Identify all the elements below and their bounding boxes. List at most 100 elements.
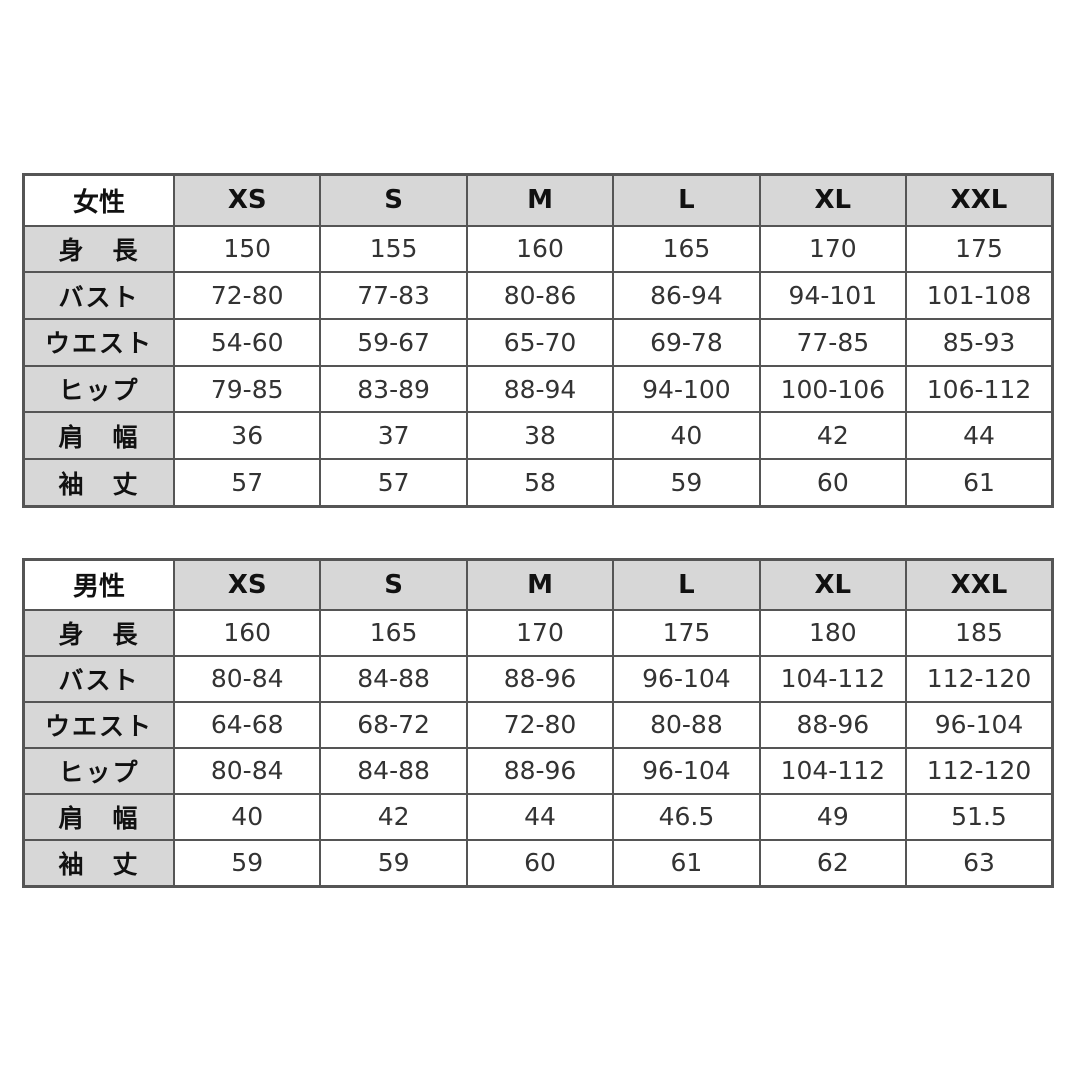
measurement-value: 88-96 bbox=[758, 700, 908, 749]
women-size-table: 女性 XS S M L XL XXL 身 長 150 155 160 165 170 175 バスト 72-8… bbox=[22, 173, 1054, 508]
size-header: XS bbox=[172, 173, 322, 227]
measurement-value: 80-88 bbox=[612, 700, 761, 749]
measurement-value: 170 bbox=[758, 224, 908, 274]
measurement-value: 84-88 bbox=[319, 654, 468, 703]
measurement-value: 59 bbox=[319, 838, 468, 888]
measurement-value: 64-68 bbox=[172, 700, 322, 749]
size-header: M bbox=[465, 173, 615, 227]
gender-label: 女性 bbox=[22, 173, 175, 227]
measurement-value: 42 bbox=[319, 792, 468, 841]
measurement-value: 62 bbox=[758, 838, 908, 888]
table-row: 袖 丈 57 57 58 59 60 61 bbox=[22, 458, 1054, 508]
measurement-value: 160 bbox=[465, 224, 615, 274]
size-header: XL bbox=[758, 173, 908, 227]
measurement-value: 79-85 bbox=[172, 364, 322, 414]
measurement-label: バスト bbox=[22, 654, 175, 703]
measurement-value: 88-96 bbox=[465, 654, 615, 703]
measurement-value: 185 bbox=[905, 608, 1054, 657]
measurement-value: 101-108 bbox=[905, 271, 1054, 320]
measurement-value: 83-89 bbox=[319, 364, 468, 414]
measurement-value: 49 bbox=[758, 792, 908, 841]
measurement-value: 72-80 bbox=[465, 700, 615, 749]
measurement-value: 88-94 bbox=[465, 364, 615, 414]
table-row: ウエスト 54-60 59-67 65-70 69-78 77-85 85-93 bbox=[22, 317, 1054, 367]
measurement-value: 100-106 bbox=[758, 364, 908, 414]
measurement-label: ヒップ bbox=[22, 364, 175, 414]
measurement-value: 46.5 bbox=[612, 792, 761, 841]
table-row: 袖 丈 59 59 60 61 62 63 bbox=[22, 838, 1054, 888]
measurement-value: 170 bbox=[465, 608, 615, 657]
measurement-label: 身 長 bbox=[22, 608, 175, 657]
measurement-value: 37 bbox=[319, 411, 468, 461]
header-row: 女性 XS S M L XL XXL bbox=[22, 173, 1054, 227]
measurement-value: 77-83 bbox=[319, 271, 468, 320]
measurement-value: 54-60 bbox=[172, 317, 322, 367]
measurement-value: 80-84 bbox=[172, 746, 322, 795]
measurement-value: 112-120 bbox=[905, 746, 1054, 795]
measurement-value: 65-70 bbox=[465, 317, 615, 367]
table-row: バスト 72-80 77-83 80-86 86-94 94-101 101-108 bbox=[22, 271, 1054, 320]
measurement-value: 59 bbox=[172, 838, 322, 888]
measurement-label: 袖 丈 bbox=[22, 458, 175, 508]
measurement-value: 175 bbox=[612, 608, 761, 657]
measurement-value: 51.5 bbox=[905, 792, 1054, 841]
table-row: 肩 幅 40 42 44 46.5 49 51.5 bbox=[22, 792, 1054, 841]
size-header: L bbox=[612, 173, 761, 227]
measurement-label: ヒップ bbox=[22, 746, 175, 795]
header-row: 男性 XS S M L XL XXL bbox=[22, 558, 1054, 611]
measurement-value: 88-96 bbox=[465, 746, 615, 795]
measurement-value: 58 bbox=[465, 458, 615, 508]
measurement-value: 150 bbox=[172, 224, 322, 274]
table-row: バスト 80-84 84-88 88-96 96-104 104-112 112-120 bbox=[22, 654, 1054, 703]
size-header: L bbox=[612, 558, 761, 611]
measurement-label: 肩 幅 bbox=[22, 411, 175, 461]
table-row: ヒップ 79-85 83-89 88-94 94-100 100-106 106-112 bbox=[22, 364, 1054, 414]
measurement-value: 72-80 bbox=[172, 271, 322, 320]
measurement-value: 84-88 bbox=[319, 746, 468, 795]
measurement-value: 69-78 bbox=[612, 317, 761, 367]
measurement-label: 袖 丈 bbox=[22, 838, 175, 888]
measurement-value: 165 bbox=[612, 224, 761, 274]
measurement-value: 60 bbox=[758, 458, 908, 508]
measurement-value: 155 bbox=[319, 224, 468, 274]
measurement-value: 57 bbox=[319, 458, 468, 508]
measurement-value: 63 bbox=[905, 838, 1054, 888]
men-size-table: 男性 XS S M L XL XXL 身 長 160 165 170 175 180 185 バスト 80-8… bbox=[22, 558, 1054, 888]
measurement-label: ウエスト bbox=[22, 317, 175, 367]
size-header: M bbox=[465, 558, 615, 611]
measurement-label: ウエスト bbox=[22, 700, 175, 749]
measurement-value: 106-112 bbox=[905, 364, 1054, 414]
measurement-value: 80-86 bbox=[465, 271, 615, 320]
measurement-value: 42 bbox=[758, 411, 908, 461]
measurement-value: 61 bbox=[612, 838, 761, 888]
size-header: XS bbox=[172, 558, 322, 611]
measurement-value: 175 bbox=[905, 224, 1054, 274]
table-row: 肩 幅 36 37 38 40 42 44 bbox=[22, 411, 1054, 461]
measurement-value: 96-104 bbox=[612, 654, 761, 703]
measurement-value: 36 bbox=[172, 411, 322, 461]
measurement-value: 77-85 bbox=[758, 317, 908, 367]
size-header: XXL bbox=[905, 173, 1054, 227]
measurement-value: 96-104 bbox=[905, 700, 1054, 749]
measurement-value: 160 bbox=[172, 608, 322, 657]
measurement-value: 96-104 bbox=[612, 746, 761, 795]
measurement-label: バスト bbox=[22, 271, 175, 320]
measurement-value: 40 bbox=[172, 792, 322, 841]
measurement-value: 165 bbox=[319, 608, 468, 657]
measurement-label: 身 長 bbox=[22, 224, 175, 274]
measurement-value: 59-67 bbox=[319, 317, 468, 367]
measurement-value: 104-112 bbox=[758, 654, 908, 703]
measurement-value: 38 bbox=[465, 411, 615, 461]
table-row: 身 長 150 155 160 165 170 175 bbox=[22, 224, 1054, 274]
measurement-value: 61 bbox=[905, 458, 1054, 508]
measurement-value: 180 bbox=[758, 608, 908, 657]
measurement-value: 59 bbox=[612, 458, 761, 508]
measurement-value: 60 bbox=[465, 838, 615, 888]
measurement-value: 44 bbox=[905, 411, 1054, 461]
gender-label: 男性 bbox=[22, 558, 175, 611]
measurement-value: 94-101 bbox=[758, 271, 908, 320]
measurement-value: 86-94 bbox=[612, 271, 761, 320]
measurement-value: 94-100 bbox=[612, 364, 761, 414]
table-row: ウエスト 64-68 68-72 72-80 80-88 88-96 96-104 bbox=[22, 700, 1054, 749]
size-header: XXL bbox=[905, 558, 1054, 611]
